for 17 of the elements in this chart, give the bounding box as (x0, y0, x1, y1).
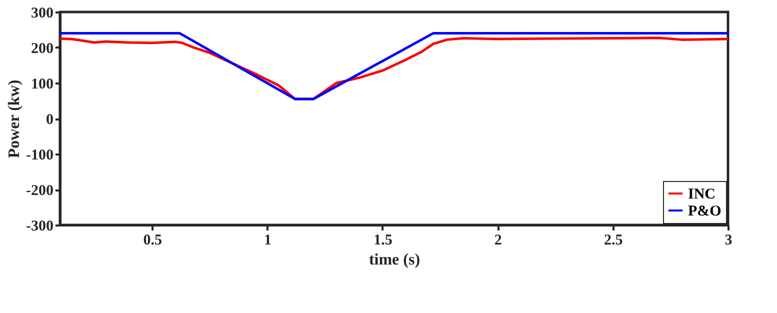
y-tick-label: 200 (31, 41, 54, 57)
x-axis-title: time (s) (368, 252, 420, 268)
y-axis-title: Power (kw) (6, 80, 24, 158)
y-tick-label: -300 (26, 218, 54, 234)
y-tick-label: 0 (46, 112, 54, 128)
x-tick-label: 0.5 (143, 232, 162, 248)
x-tick-label: 1 (264, 232, 272, 248)
y-tick-label: -100 (26, 148, 54, 164)
x-tick-label: 2.5 (604, 232, 623, 248)
legend-label: INC (688, 186, 716, 202)
x-tick-label: 2 (494, 232, 502, 248)
y-tick-label: 100 (31, 76, 54, 92)
x-tick-label: 1.5 (374, 232, 392, 248)
x-tick-label: 3 (724, 232, 732, 248)
y-tick-label: 300 (31, 6, 54, 22)
legend-label: P&O (688, 204, 722, 220)
y-tick-label: -200 (26, 183, 54, 199)
